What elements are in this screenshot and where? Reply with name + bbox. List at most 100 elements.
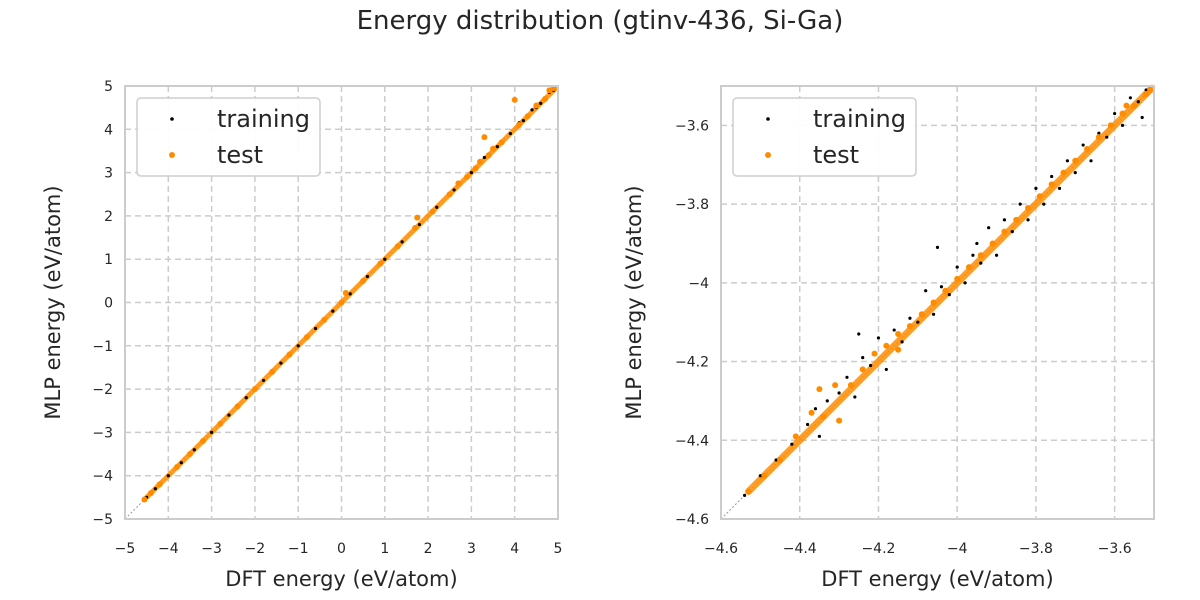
training-point — [1050, 174, 1054, 179]
test-density-band — [745, 84, 1156, 495]
training-point — [530, 108, 534, 112]
test-point — [342, 289, 349, 296]
test-point — [1072, 157, 1079, 164]
training-point — [1010, 230, 1014, 234]
training-point — [1018, 202, 1022, 206]
plot-frame — [124, 85, 559, 520]
test-point — [490, 145, 497, 152]
training-point — [971, 253, 975, 257]
test-point — [429, 208, 436, 215]
training-point — [348, 292, 352, 296]
legend-marker-training — [766, 117, 770, 121]
test-point — [156, 481, 163, 488]
test-point — [481, 134, 488, 141]
training-point — [845, 375, 849, 379]
test-point — [516, 121, 523, 128]
x-tick-label: −4 — [947, 541, 968, 557]
test-point — [965, 264, 972, 271]
x-tick-label: −1 — [288, 541, 309, 557]
x-tick-label: 0 — [337, 541, 346, 557]
legend-box — [732, 97, 917, 177]
training-point — [192, 448, 196, 452]
test-point — [477, 158, 484, 165]
training-point — [876, 336, 881, 340]
test-point — [199, 438, 206, 445]
test-point — [871, 350, 878, 357]
test-point — [836, 417, 843, 424]
training-point — [1128, 96, 1132, 100]
training-point — [508, 132, 512, 136]
test-point — [446, 191, 453, 198]
y-tick-label: −3.6 — [675, 118, 709, 134]
legend-label-test: test — [813, 141, 859, 169]
test-point — [141, 496, 148, 503]
x-tick-label: −4.6 — [704, 541, 738, 557]
test-point — [977, 252, 984, 259]
training-point — [296, 344, 300, 348]
training-point — [857, 332, 861, 336]
test-point — [464, 173, 471, 180]
training-point — [1140, 115, 1144, 120]
test-point — [412, 225, 419, 232]
test-point — [472, 165, 479, 172]
legend: training test — [732, 97, 917, 177]
test-point — [906, 323, 913, 330]
training-point — [210, 430, 214, 434]
series-test — [745, 86, 1154, 495]
y-tick-label: 2 — [104, 209, 113, 225]
legend-label-test: test — [217, 141, 263, 169]
test-point — [1131, 102, 1138, 109]
test-point — [918, 311, 925, 318]
training-point — [979, 261, 983, 265]
y-axis-label: MLP energy (eV/atom) — [41, 185, 65, 419]
training-point — [166, 474, 170, 478]
test-point — [989, 240, 996, 247]
test-point — [1119, 110, 1126, 117]
test-point — [1025, 205, 1032, 212]
x-tick-label: 1 — [380, 541, 389, 557]
test-point — [847, 382, 854, 389]
training-point — [790, 442, 794, 446]
training-point — [817, 434, 822, 438]
test-point — [1013, 216, 1020, 223]
test-point — [777, 456, 784, 463]
plot-frame — [720, 85, 1155, 520]
test-point — [792, 433, 799, 440]
training-point — [244, 396, 248, 400]
training-point — [955, 265, 959, 269]
training-point — [153, 487, 157, 491]
training-point — [900, 340, 904, 344]
y-tick-label: −5 — [92, 512, 113, 528]
test-point — [859, 366, 866, 373]
training-point — [935, 245, 940, 249]
test-point — [186, 451, 193, 458]
training-point — [743, 493, 747, 497]
training-point — [482, 155, 486, 160]
training-point — [868, 363, 873, 368]
x-tick-label: 4 — [510, 541, 519, 557]
test-point — [816, 386, 823, 393]
legend-marker-test — [169, 152, 175, 158]
x-tick-label: 3 — [467, 541, 476, 557]
training-point — [758, 474, 762, 478]
y-tick-label: −4.6 — [675, 512, 709, 528]
training-point — [947, 293, 951, 297]
y-axis-label: MLP energy (eV/atom) — [622, 185, 646, 419]
training-point — [931, 312, 936, 316]
training-point — [261, 378, 266, 383]
test-point — [338, 299, 345, 306]
training-point — [963, 281, 967, 285]
x-tick-label: −5 — [115, 541, 136, 557]
test-point — [394, 243, 401, 250]
test-point — [542, 95, 549, 102]
training-point — [417, 222, 422, 227]
training-point — [1042, 202, 1046, 206]
training-point — [813, 407, 818, 411]
test-point — [524, 113, 531, 120]
legend-marker-training — [170, 117, 174, 121]
test-point — [498, 139, 505, 146]
y-tick-label: −2 — [92, 382, 113, 398]
x-tick-label: −3.8 — [1019, 541, 1053, 557]
training-point — [939, 285, 944, 289]
